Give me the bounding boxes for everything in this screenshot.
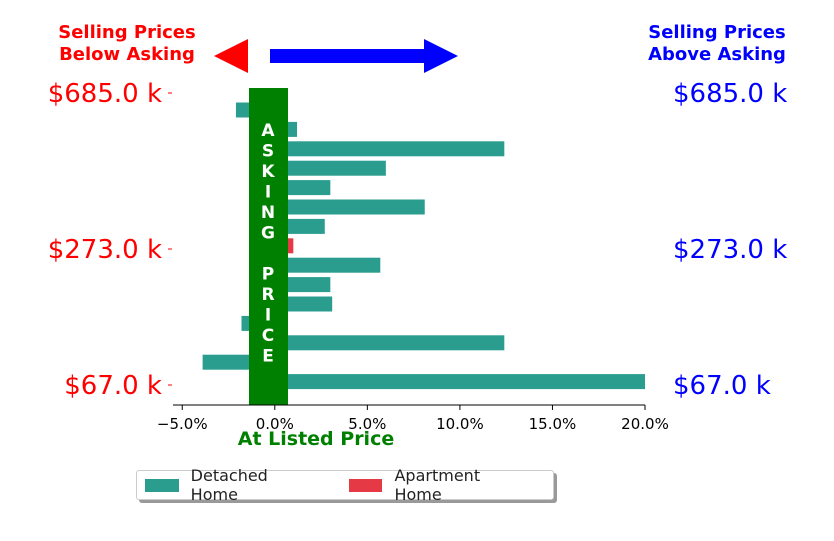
asking-letter-11: E: [262, 347, 274, 367]
asking-price-band: [249, 88, 288, 405]
asking-letter-9: I: [265, 306, 271, 326]
legend-label-apartment: Apartment Home: [394, 466, 481, 504]
legend-swatch-detached: [145, 478, 179, 492]
asking-letter-1: S: [262, 142, 274, 162]
legend-label-detached: Detached Home: [190, 466, 268, 504]
x-tick-label-1: 0.0%: [256, 415, 294, 433]
legend-swatch-apartment: [348, 478, 383, 492]
y-tick-label-right-0: $685.0 k: [673, 79, 787, 109]
x-tick-label-0: −5.0%: [157, 415, 208, 433]
y-tick-label-right-2: $67.0 k: [673, 371, 771, 401]
asking-letter-4: N: [261, 203, 275, 223]
x-tick-label-4: 15.0%: [529, 415, 577, 433]
y-ticks: $685.0 k $685.0 k $273.0 k $273.0 k $67.0 k $…: [48, 79, 788, 401]
asking-letter-0: A: [261, 121, 275, 141]
asking-letter-8: R: [261, 285, 274, 305]
above-asking-label-line1: Selling Prices: [648, 22, 785, 43]
right-arrow-icon: [270, 39, 458, 73]
y-tick-label-left-1: $273.0 k: [48, 235, 162, 265]
asking-letter-3: I: [265, 183, 271, 203]
below-asking-label-line1: Selling Prices: [58, 22, 195, 43]
x-axis-label: At Listed Price: [238, 428, 394, 450]
asking-letter-10: C: [262, 326, 274, 346]
detached-bar-4: [274, 180, 331, 196]
asking-letter-2: K: [261, 162, 275, 182]
detached-bar-10: [274, 296, 333, 312]
x-ticks: −5.0% 0.0% 5.0% 10.0% 15.0% 20.0%: [157, 405, 669, 433]
detached-bar-3: [274, 160, 386, 176]
legend: Detached Home Apartment Home: [136, 466, 554, 504]
legend-item-detached: Detached Home: [145, 466, 319, 504]
asking-letter-7: P: [262, 265, 274, 285]
detached-bar-2: [274, 141, 505, 157]
asking-letter-5: G: [261, 224, 275, 244]
detached-bar-8: [274, 257, 381, 273]
y-tick-label-right-1: $273.0 k: [673, 235, 787, 265]
x-tick-label-5: 20.0%: [621, 415, 669, 433]
detached-bar-14: [274, 374, 645, 390]
below-asking-label-line2: Below Asking: [59, 44, 195, 65]
y-tick-label-left-0: $685.0 k: [48, 79, 162, 109]
x-tick-label-3: 10.0%: [436, 415, 484, 433]
above-asking-label-line2: Above Asking: [648, 44, 786, 65]
left-arrow-icon: [214, 39, 248, 73]
detached-bar-12: [274, 335, 505, 351]
detached-bar-9: [274, 277, 331, 293]
detached-bar-5: [274, 199, 425, 215]
legend-item-apartment: Apartment Home: [348, 466, 531, 504]
y-tick-label-left-2: $67.0 k: [64, 371, 162, 401]
x-tick-label-2: 5.0%: [348, 415, 386, 433]
